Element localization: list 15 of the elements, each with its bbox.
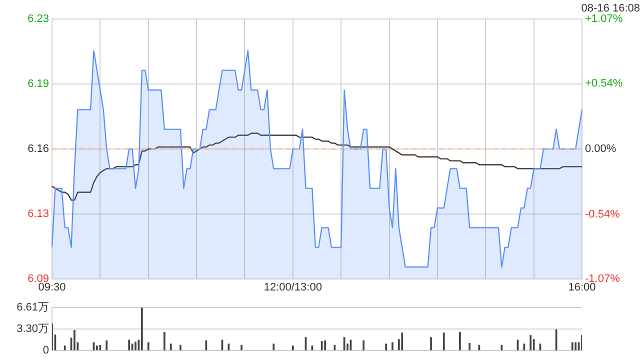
y2-tick-label: 0.00%	[585, 143, 616, 156]
y-tick-label: 0	[42, 344, 49, 356]
x-tick-label: 09:30	[38, 281, 66, 294]
text: 08-16 16:08	[581, 2, 640, 15]
y-tick-label: 6.19	[28, 78, 49, 90]
y2-tick-label: +0.54%	[585, 78, 623, 90]
y-tick-label: 3.30万	[16, 323, 49, 336]
y2-tick-label: +1.07%	[585, 13, 623, 26]
y-tick-label: 6.61万	[16, 302, 49, 314]
x-tick-label: 16:00	[568, 281, 596, 294]
y-tick-label: 6.13	[28, 208, 49, 220]
y-tick-label: 6.16	[28, 143, 49, 156]
y2-tick-label: -0.54%	[585, 208, 620, 221]
x-tick-label: 12:00/13:00	[264, 281, 322, 294]
y-tick-label: 6.23	[28, 13, 49, 26]
